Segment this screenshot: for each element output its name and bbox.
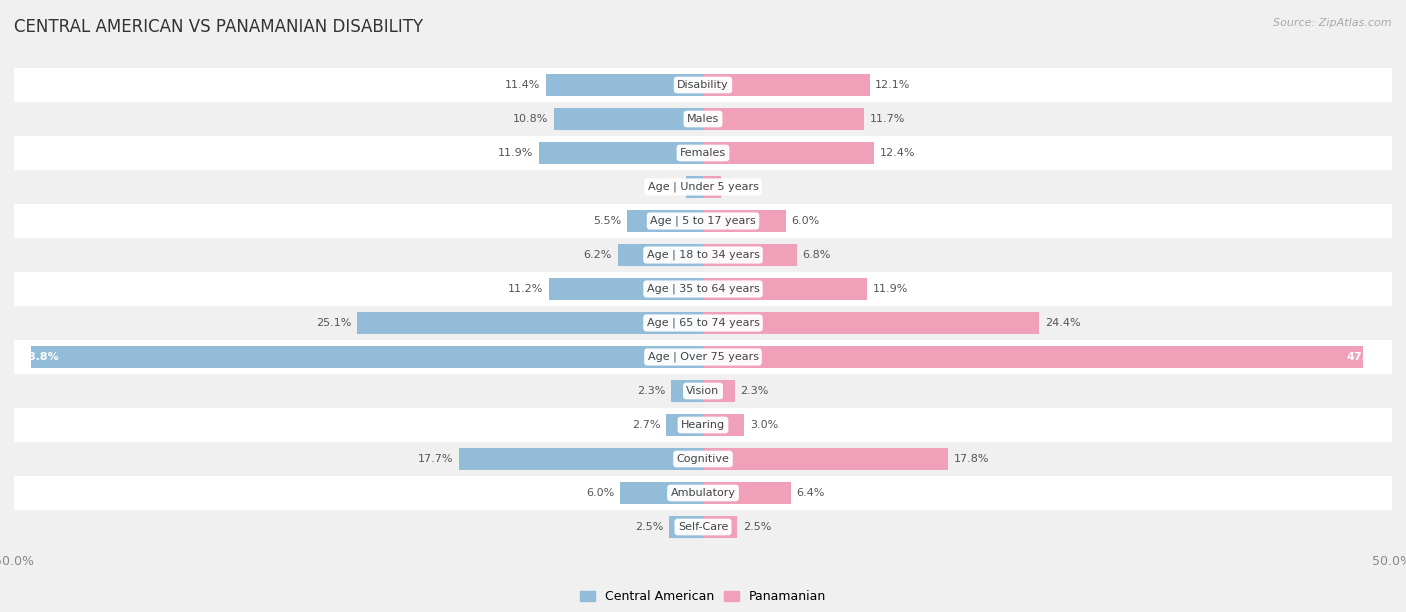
Text: 17.7%: 17.7% xyxy=(418,454,454,464)
Text: Females: Females xyxy=(681,148,725,158)
Bar xyxy=(460,449,703,469)
Bar xyxy=(14,136,1392,170)
Text: 25.1%: 25.1% xyxy=(316,318,352,328)
Text: 1.2%: 1.2% xyxy=(652,182,681,192)
Text: Source: ZipAtlas.com: Source: ZipAtlas.com xyxy=(1274,18,1392,28)
Text: Cognitive: Cognitive xyxy=(676,454,730,464)
Text: 11.7%: 11.7% xyxy=(870,114,905,124)
Text: 24.4%: 24.4% xyxy=(1045,318,1080,328)
Text: Hearing: Hearing xyxy=(681,420,725,430)
Text: 6.0%: 6.0% xyxy=(792,216,820,226)
Bar xyxy=(703,517,738,537)
Text: 2.5%: 2.5% xyxy=(742,522,772,532)
Bar xyxy=(703,143,875,163)
Text: Age | 65 to 74 years: Age | 65 to 74 years xyxy=(647,318,759,328)
Bar xyxy=(703,176,721,198)
Bar xyxy=(14,204,1392,238)
Text: Age | Over 75 years: Age | Over 75 years xyxy=(648,352,758,362)
Text: Self-Care: Self-Care xyxy=(678,522,728,532)
Bar xyxy=(14,238,1392,272)
Bar xyxy=(703,108,865,130)
Bar xyxy=(31,346,703,368)
Bar xyxy=(554,108,703,130)
Bar xyxy=(14,170,1392,204)
Bar xyxy=(14,374,1392,408)
Bar xyxy=(14,476,1392,510)
Bar xyxy=(617,244,703,266)
Text: 47.9%: 47.9% xyxy=(1346,352,1385,362)
Text: 6.0%: 6.0% xyxy=(586,488,614,498)
Text: 5.5%: 5.5% xyxy=(593,216,621,226)
Bar xyxy=(357,313,703,334)
Bar xyxy=(703,313,1039,334)
Text: 2.7%: 2.7% xyxy=(631,420,661,430)
Text: 3.0%: 3.0% xyxy=(749,420,778,430)
Bar xyxy=(703,449,948,469)
Bar xyxy=(671,381,703,401)
Text: 6.8%: 6.8% xyxy=(803,250,831,260)
Bar xyxy=(14,272,1392,306)
Text: 11.4%: 11.4% xyxy=(505,80,540,90)
Legend: Central American, Panamanian: Central American, Panamanian xyxy=(579,591,827,603)
Text: 12.4%: 12.4% xyxy=(879,148,915,158)
Bar xyxy=(703,346,1362,368)
Text: 6.2%: 6.2% xyxy=(583,250,612,260)
Text: 11.9%: 11.9% xyxy=(873,284,908,294)
Bar xyxy=(703,244,797,266)
Text: Age | 18 to 34 years: Age | 18 to 34 years xyxy=(647,250,759,260)
Text: 2.3%: 2.3% xyxy=(637,386,666,396)
Text: Vision: Vision xyxy=(686,386,720,396)
Text: 1.3%: 1.3% xyxy=(727,182,755,192)
Bar xyxy=(14,408,1392,442)
Text: 6.4%: 6.4% xyxy=(797,488,825,498)
Text: 17.8%: 17.8% xyxy=(953,454,990,464)
Bar xyxy=(703,278,868,299)
Bar xyxy=(14,340,1392,374)
Bar xyxy=(14,442,1392,476)
Text: Age | 35 to 64 years: Age | 35 to 64 years xyxy=(647,284,759,294)
Bar xyxy=(14,102,1392,136)
Bar xyxy=(703,482,792,504)
Text: 11.9%: 11.9% xyxy=(498,148,533,158)
Text: Ambulatory: Ambulatory xyxy=(671,488,735,498)
Text: CENTRAL AMERICAN VS PANAMANIAN DISABILITY: CENTRAL AMERICAN VS PANAMANIAN DISABILIT… xyxy=(14,18,423,36)
Text: 11.2%: 11.2% xyxy=(508,284,543,294)
Bar xyxy=(14,68,1392,102)
Bar xyxy=(620,482,703,504)
Text: 2.5%: 2.5% xyxy=(634,522,664,532)
Text: Age | 5 to 17 years: Age | 5 to 17 years xyxy=(650,216,756,226)
Bar xyxy=(703,75,870,95)
Text: Age | Under 5 years: Age | Under 5 years xyxy=(648,182,758,192)
Bar xyxy=(666,414,703,436)
Bar xyxy=(703,414,744,436)
Bar xyxy=(548,278,703,299)
Text: Males: Males xyxy=(688,114,718,124)
Bar xyxy=(14,510,1392,544)
Text: 12.1%: 12.1% xyxy=(875,80,911,90)
Bar xyxy=(538,143,703,163)
Bar xyxy=(546,75,703,95)
Bar xyxy=(686,176,703,198)
Bar xyxy=(703,381,735,401)
Bar xyxy=(627,211,703,231)
Text: 48.8%: 48.8% xyxy=(21,352,59,362)
Bar xyxy=(703,211,786,231)
Text: 10.8%: 10.8% xyxy=(513,114,548,124)
Text: 2.3%: 2.3% xyxy=(740,386,769,396)
Bar xyxy=(669,517,703,537)
Bar xyxy=(14,306,1392,340)
Text: Disability: Disability xyxy=(678,80,728,90)
